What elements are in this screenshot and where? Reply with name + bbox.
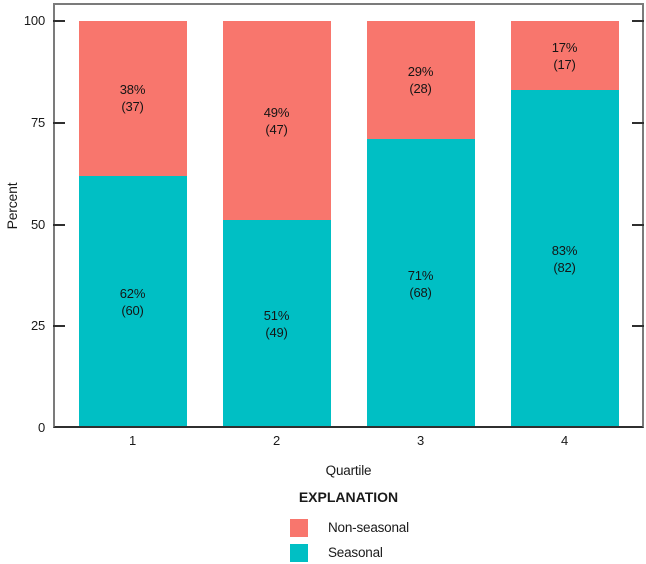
bar-segment-non-seasonal: 17% (17) (510, 21, 619, 91)
bar-segment-label: 38% (37) (119, 81, 146, 115)
bar-segment-seasonal: 51% (49) (222, 220, 331, 428)
segment-count-value: (47) (265, 121, 288, 137)
legend-swatch-non-seasonal-icon (290, 519, 308, 537)
x-tick-label: 1 (128, 433, 137, 448)
segment-percent-value: 83% (551, 243, 578, 259)
y-tick-label: 50 (30, 216, 45, 232)
y-tick-label: 0 (37, 420, 45, 435)
y-axis-tick-mark (632, 121, 644, 124)
y-axis-tick-mark (53, 325, 65, 328)
y-axis-tick-mark (53, 121, 65, 124)
segment-count-value: (68) (409, 284, 432, 300)
bar-quartile-4: 17% (17) 83% (82) (510, 21, 619, 428)
legend-item-non-seasonal: Non-seasonal (290, 519, 409, 537)
bar-segment-label: 17% (17) (551, 39, 578, 73)
segment-percent-value: 71% (407, 267, 434, 283)
legend-label: Non-seasonal (328, 520, 409, 535)
bar-segment-label: 71% (68) (407, 267, 434, 301)
bar-segment-label: 51% (49) (263, 307, 290, 341)
segment-percent-value: 17% (551, 39, 578, 55)
y-tick-label: 75 (30, 114, 45, 130)
bar-segment-seasonal: 71% (68) (366, 139, 475, 428)
legend-title: EXPLANATION (298, 489, 399, 505)
y-axis-tick-mark (632, 20, 644, 22)
legend-swatch-seasonal-icon (290, 544, 308, 562)
plot-area: 38% (37) 62% (60) 49% (47) 51% (49) 29% (28) 71% (6… (53, 3, 644, 428)
segment-count-value: (82) (553, 260, 576, 276)
segment-count-value: (17) (553, 56, 576, 72)
segment-count-value: (28) (409, 81, 432, 96)
y-axis-tick-mark (53, 20, 65, 22)
segment-percent-value: 62% (119, 285, 146, 301)
legend-label: Seasonal (328, 545, 383, 560)
segment-percent-value: 38% (119, 82, 146, 98)
y-axis-tick-mark (632, 325, 644, 328)
segment-percent-value: 29% (407, 64, 434, 79)
bars-layer: 38% (37) 62% (60) 49% (47) 51% (49) 29% (28) 71% (6… (53, 3, 644, 428)
bar-segment-non-seasonal: 38% (37) (78, 21, 187, 176)
bar-segment-non-seasonal: 29% (28) (366, 21, 475, 140)
segment-percent-value: 51% (263, 308, 290, 324)
bar-segment-label: 49% (47) (263, 104, 290, 138)
segment-count-value: (49) (265, 325, 288, 341)
x-tick-label: 3 (416, 433, 425, 448)
bar-segment-seasonal: 62% (60) (78, 175, 187, 428)
x-tick-label: 2 (272, 433, 281, 448)
legend-item-seasonal: Seasonal (290, 544, 383, 562)
segment-count-value: (60) (121, 302, 144, 318)
y-axis-tick-mark (632, 223, 644, 226)
bar-segment-non-seasonal: 49% (47) (222, 21, 331, 221)
y-tick-label: 25 (30, 318, 45, 334)
bar-quartile-1: 38% (37) 62% (60) (78, 21, 187, 428)
segment-percent-value: 49% (263, 104, 290, 120)
bar-segment-label: 29% (28) (407, 63, 434, 97)
y-axis-tick-mark (53, 223, 65, 226)
bar-quartile-3: 29% (28) 71% (68) (366, 21, 475, 428)
bar-segment-seasonal: 83% (82) (510, 90, 619, 428)
x-axis-title: Quartile (325, 463, 372, 478)
bar-segment-label: 62% (60) (119, 285, 146, 319)
bar-quartile-2: 49% (47) 51% (49) (222, 21, 331, 428)
y-tick-label: 100 (23, 13, 45, 28)
segment-count-value: (37) (121, 99, 144, 115)
y-axis-tick-labels: 0 25 50 75 100 (0, 3, 45, 435)
bar-segment-label: 83% (82) (551, 242, 578, 276)
x-tick-label: 4 (560, 433, 569, 448)
x-axis-tick-labels: 1 2 3 4 (53, 433, 644, 449)
